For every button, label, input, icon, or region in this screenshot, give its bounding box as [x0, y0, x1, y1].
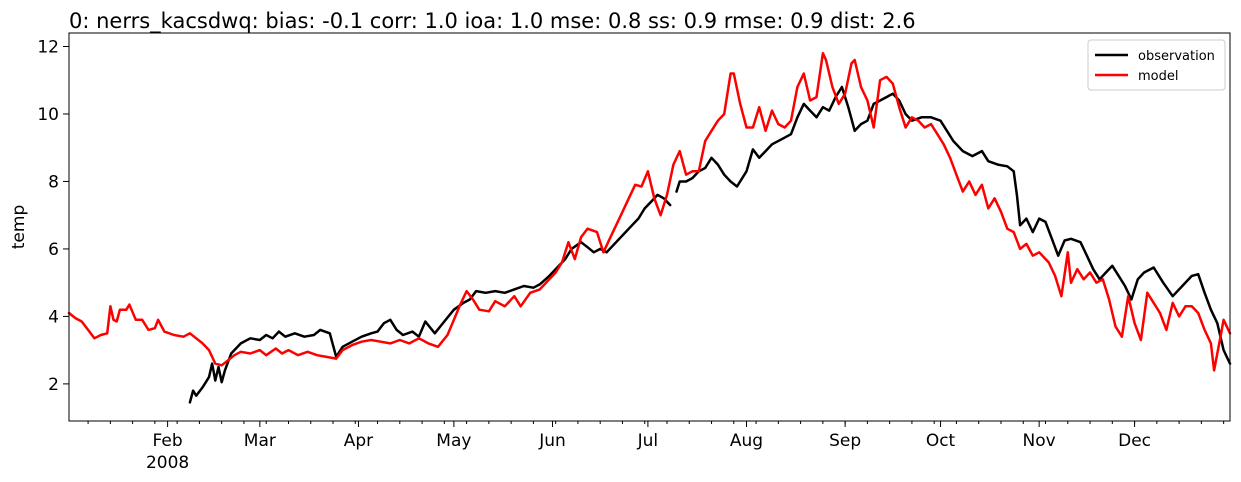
y-tick-label: 8: [48, 172, 59, 192]
x-tick-label: Nov: [1023, 431, 1056, 451]
x-tick-label: Feb: [153, 431, 183, 451]
x-tick-label: May: [436, 431, 471, 451]
x-tick-sublabel: 2008: [146, 453, 189, 473]
y-axis-label: temp: [9, 205, 29, 249]
legend-label-observation: observation: [1138, 49, 1215, 64]
model-line-segment-1: [67, 51, 1232, 372]
x-tick-label: Jul: [637, 431, 659, 451]
x-tick-label: Apr: [344, 431, 373, 451]
plot-frame: [68, 32, 1231, 422]
x-tick-label: Mar: [244, 431, 276, 451]
y-tick-label: 2: [48, 375, 59, 395]
series-layer: [67, 51, 1232, 404]
y-tick-label: 6: [48, 240, 59, 260]
chart-title: 0: nerrs_kacsdwq: bias: -0.1 corr: 1.0 i…: [69, 9, 916, 34]
x-tick-label: Oct: [926, 431, 956, 451]
x-tick-label: Jun: [538, 431, 566, 451]
observation-line-segment-1: [188, 193, 672, 404]
x-tick-label: Sep: [829, 431, 861, 451]
y-tick-label: 10: [37, 105, 59, 125]
observation-line-segment-2: [675, 85, 1232, 365]
y-tick-label: 4: [48, 307, 59, 327]
legend-box: [1087, 39, 1226, 91]
legend: observation model: [1087, 39, 1226, 91]
legend-label-model: model: [1138, 69, 1178, 84]
y-tick-label: 12: [37, 37, 59, 57]
x-tick-label: Dec: [1118, 431, 1151, 451]
x-tick-label: Aug: [730, 431, 763, 451]
